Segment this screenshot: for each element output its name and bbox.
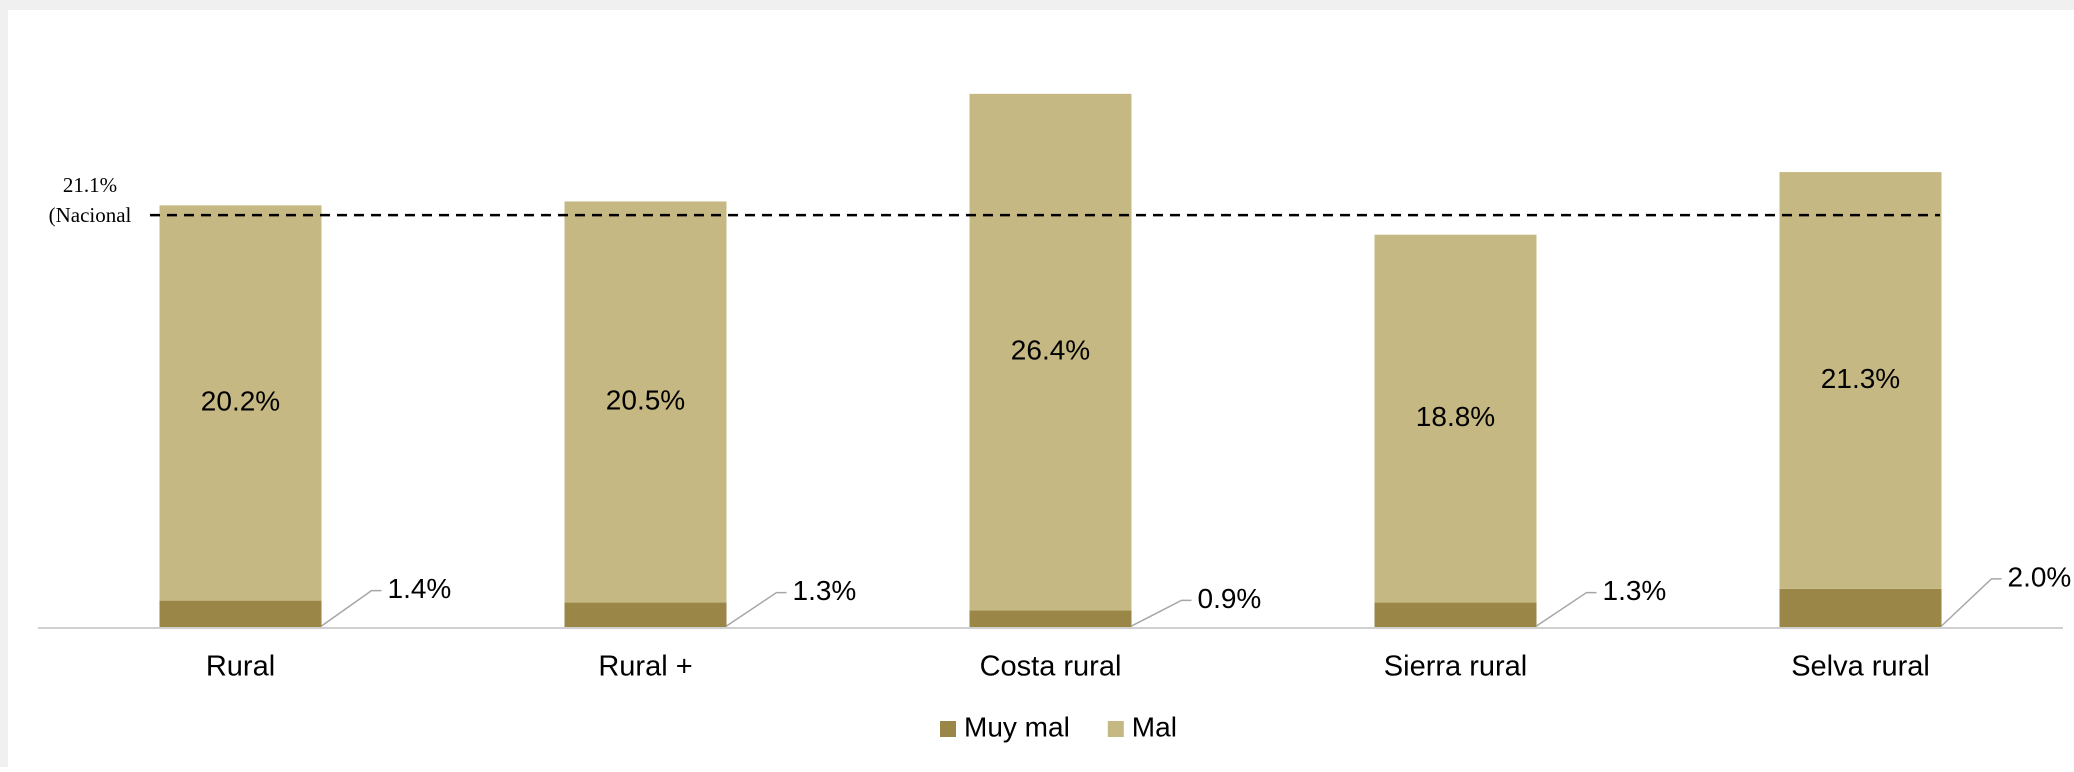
x-tick-label: Costa rural xyxy=(980,651,1122,683)
bar-segment xyxy=(159,205,322,601)
legend-swatch xyxy=(1107,721,1124,737)
bar-segment xyxy=(1779,588,1942,628)
leader-line xyxy=(321,589,382,627)
legend-swatch xyxy=(940,721,956,737)
bar-segment xyxy=(564,602,727,628)
data-label: 20.5% xyxy=(606,384,685,415)
data-label: 0.9% xyxy=(1198,583,1262,614)
x-tick-label: Sierra rural xyxy=(1384,651,1527,683)
bar-segment xyxy=(969,610,1132,628)
x-tick-label: Rural + xyxy=(598,651,692,683)
data-label: 1.3% xyxy=(1603,575,1667,606)
data-label: 1.3% xyxy=(793,575,857,606)
data-label: 1.4% xyxy=(388,573,452,604)
legend-label: Muy mal xyxy=(964,711,1070,742)
legend-label: Mal xyxy=(1132,711,1177,742)
leader-line xyxy=(1131,599,1192,627)
bar-segment xyxy=(969,93,1132,611)
x-tick-label: Rural xyxy=(206,651,275,683)
reference-label: 21.1% xyxy=(63,173,117,197)
leader-line xyxy=(1536,591,1597,627)
data-label: 2.0% xyxy=(2008,561,2072,592)
leader-line xyxy=(726,591,787,627)
data-label: 21.3% xyxy=(1821,363,1900,394)
data-label: 26.4% xyxy=(1011,335,1090,366)
data-label: 18.8% xyxy=(1416,401,1495,432)
leader-line xyxy=(1940,578,2002,627)
bar-segment xyxy=(1374,602,1537,628)
reference-text: (Nacional xyxy=(49,203,132,227)
data-label: 20.2% xyxy=(201,385,280,416)
bar-segment xyxy=(1779,172,1942,589)
bar-segment xyxy=(1374,234,1537,603)
x-tick-label: Selva rural xyxy=(1791,651,1930,683)
bar-segment xyxy=(564,201,727,603)
bar-segment xyxy=(159,600,322,628)
